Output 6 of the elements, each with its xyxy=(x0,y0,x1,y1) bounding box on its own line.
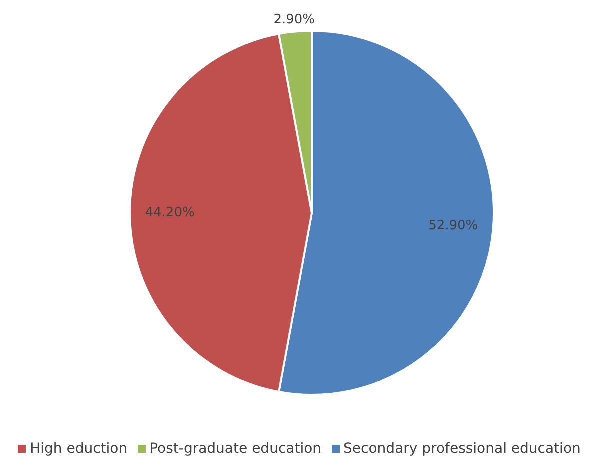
legend-label: Post-graduate education xyxy=(150,441,322,457)
data-label: 44.20% xyxy=(145,206,195,220)
legend-label: Secondary professional education xyxy=(344,441,581,457)
data-label: 52.90% xyxy=(428,218,478,234)
data-label: 2.90% xyxy=(274,12,316,28)
legend-label: High eduction xyxy=(30,441,128,457)
